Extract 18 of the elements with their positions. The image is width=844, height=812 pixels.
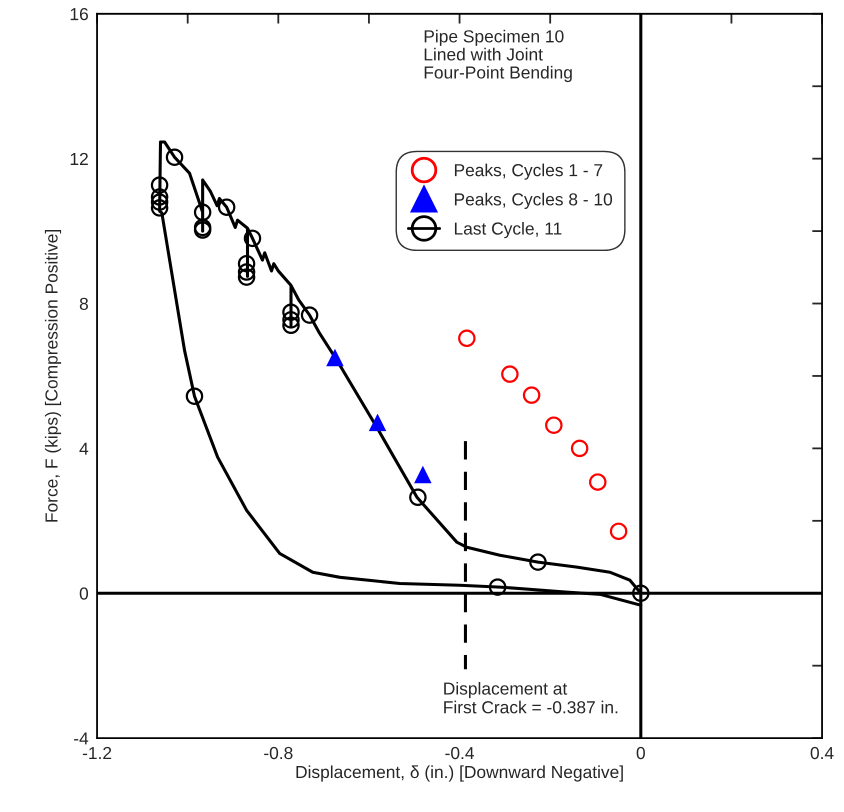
x-tick-label: -0.8 (264, 746, 293, 760)
x-axis-title: Displacement, δ (in.) [Downward Negative] (296, 765, 623, 782)
y-axis-title: Force, F (kips) [Compression Positive] (44, 230, 62, 522)
legend-label: Peaks, Cycles 1 - 7 (454, 164, 602, 180)
y-tick-label: 8 (80, 298, 88, 310)
legend-label: Peaks, Cycles 8 - 10 (454, 192, 612, 209)
x-tick-label: 0.4 (810, 746, 834, 760)
x-tick-label: -1.2 (82, 746, 112, 760)
annotation: Displacement at First Crack = -0.387 in. (444, 682, 618, 714)
y-tick-label: 4 (79, 442, 88, 455)
y-tick-label: -4 (74, 732, 88, 744)
annotation: Pipe Specimen 10 Lined with Joint Four-Point Bending (424, 30, 572, 82)
y-tick-label: 12 (70, 152, 88, 165)
y-tick-label: 0 (80, 587, 88, 600)
y-tick-label: 16 (70, 8, 88, 20)
x-tick-label: 0 (636, 746, 645, 760)
legend-label: Last Cycle, 11 (454, 222, 562, 238)
x-tick-label: -0.4 (445, 746, 474, 760)
